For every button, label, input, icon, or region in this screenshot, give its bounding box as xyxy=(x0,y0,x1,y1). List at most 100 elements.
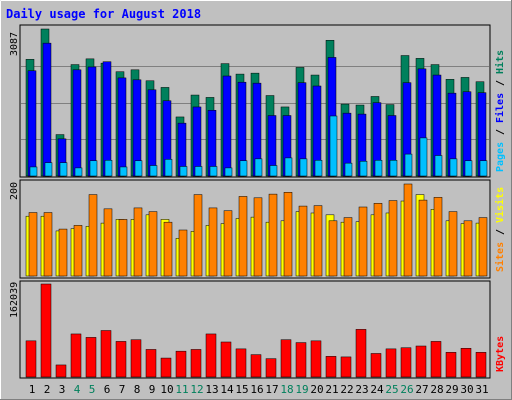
pages-bar xyxy=(44,162,53,177)
legend-pages: Pages xyxy=(495,142,506,172)
files-bar xyxy=(102,61,112,177)
kbytes-bar xyxy=(85,337,97,378)
sites-bar xyxy=(283,192,293,277)
pages-bar xyxy=(299,158,308,177)
day-label: 29 xyxy=(445,383,458,396)
sites-bar xyxy=(298,205,308,277)
kbytes-bar xyxy=(145,349,157,378)
sites-bar xyxy=(238,196,248,277)
pages-bar xyxy=(329,115,338,177)
day-label: 19 xyxy=(295,383,308,396)
sites-bar xyxy=(163,221,173,277)
files-bar xyxy=(42,42,52,177)
kbytes-bar xyxy=(55,364,67,378)
pages-bar xyxy=(389,160,398,177)
legend-kbytes: KBytes xyxy=(495,336,506,372)
legend-hits: Hits xyxy=(494,50,506,74)
legend-sep-1: / xyxy=(495,129,506,135)
bottom-bars-group xyxy=(25,283,487,378)
pages-bar xyxy=(404,153,413,177)
kbytes-bar xyxy=(40,283,52,378)
kbytes-bar xyxy=(355,329,367,378)
top-ymax-label: 3087 xyxy=(9,32,20,56)
sites-bar xyxy=(463,220,473,277)
middle-right-legend: Sites / Visits xyxy=(494,187,506,272)
pages-bar xyxy=(284,157,293,177)
pages-bar xyxy=(374,160,383,177)
kbytes-bar xyxy=(415,345,427,378)
pages-bar xyxy=(269,165,278,177)
pages-bar xyxy=(89,160,98,177)
pages-bar xyxy=(239,160,248,177)
kbytes-bar xyxy=(220,341,232,378)
sites-bar xyxy=(133,207,143,277)
pages-bar xyxy=(419,137,428,177)
day-label: 4 xyxy=(74,383,81,396)
sites-bar xyxy=(208,207,218,277)
day-label: 3 xyxy=(59,383,66,396)
legend-sep-3: / xyxy=(495,229,506,235)
day-label: 16 xyxy=(250,383,263,396)
sites-bar xyxy=(223,210,233,277)
legend-sep-2: / xyxy=(495,80,506,86)
day-label: 5 xyxy=(89,383,96,396)
kbytes-bar xyxy=(265,358,277,378)
sites-bar xyxy=(313,205,323,277)
day-label: 17 xyxy=(265,383,278,396)
pages-bar xyxy=(104,160,113,177)
files-bar xyxy=(72,69,82,177)
pages-bar xyxy=(479,160,488,177)
sites-bar xyxy=(103,208,113,277)
pages-bar xyxy=(119,166,128,177)
top-bars-group xyxy=(21,28,489,177)
files-bar xyxy=(222,75,232,177)
sites-bar xyxy=(253,197,263,277)
pages-bar xyxy=(134,160,143,177)
kbytes-bar xyxy=(175,350,187,378)
sites-bar xyxy=(478,217,488,277)
sites-bar xyxy=(418,199,428,277)
files-bar xyxy=(27,70,37,177)
files-bar xyxy=(207,110,217,177)
day-label: 28 xyxy=(430,383,443,396)
kbytes-bar xyxy=(250,354,262,378)
day-label: 1 xyxy=(29,383,36,396)
sites-bar xyxy=(178,229,188,277)
kbytes-bar xyxy=(385,348,397,378)
kbytes-bar xyxy=(205,333,217,378)
sites-bar xyxy=(448,211,458,277)
day-label: 30 xyxy=(460,383,473,396)
sites-bar xyxy=(373,203,383,277)
pages-bar xyxy=(434,155,443,177)
sites-bar xyxy=(73,225,83,277)
pages-bar xyxy=(224,167,233,177)
sites-bar xyxy=(193,194,203,277)
pages-bar xyxy=(74,167,83,177)
kbytes-bar xyxy=(310,340,322,378)
sites-bar xyxy=(88,194,98,277)
kbytes-bar xyxy=(115,341,127,378)
pages-bar xyxy=(344,162,353,177)
day-label: 31 xyxy=(475,383,488,396)
panel-kbytes: 162039 KBytes xyxy=(9,280,506,379)
pages-bar xyxy=(179,166,188,177)
sites-bar xyxy=(43,212,53,277)
kbytes-bar xyxy=(130,339,142,378)
pages-bar xyxy=(254,158,263,177)
day-label: 7 xyxy=(119,383,126,396)
day-label: 21 xyxy=(325,383,338,396)
kbytes-bar xyxy=(25,340,37,378)
kbytes-bar xyxy=(295,342,307,378)
kbytes-bar xyxy=(160,357,172,378)
pages-bar xyxy=(59,162,68,177)
sites-bar xyxy=(58,228,68,277)
day-label: 18 xyxy=(280,383,293,396)
top-right-legend: Pages / Files / Hits xyxy=(494,50,506,172)
day-label: 9 xyxy=(149,383,156,396)
kbytes-bar xyxy=(100,330,112,378)
sites-bar xyxy=(118,219,128,277)
day-label: 23 xyxy=(355,383,368,396)
sites-bar xyxy=(403,183,413,277)
day-label: 12 xyxy=(190,383,203,396)
